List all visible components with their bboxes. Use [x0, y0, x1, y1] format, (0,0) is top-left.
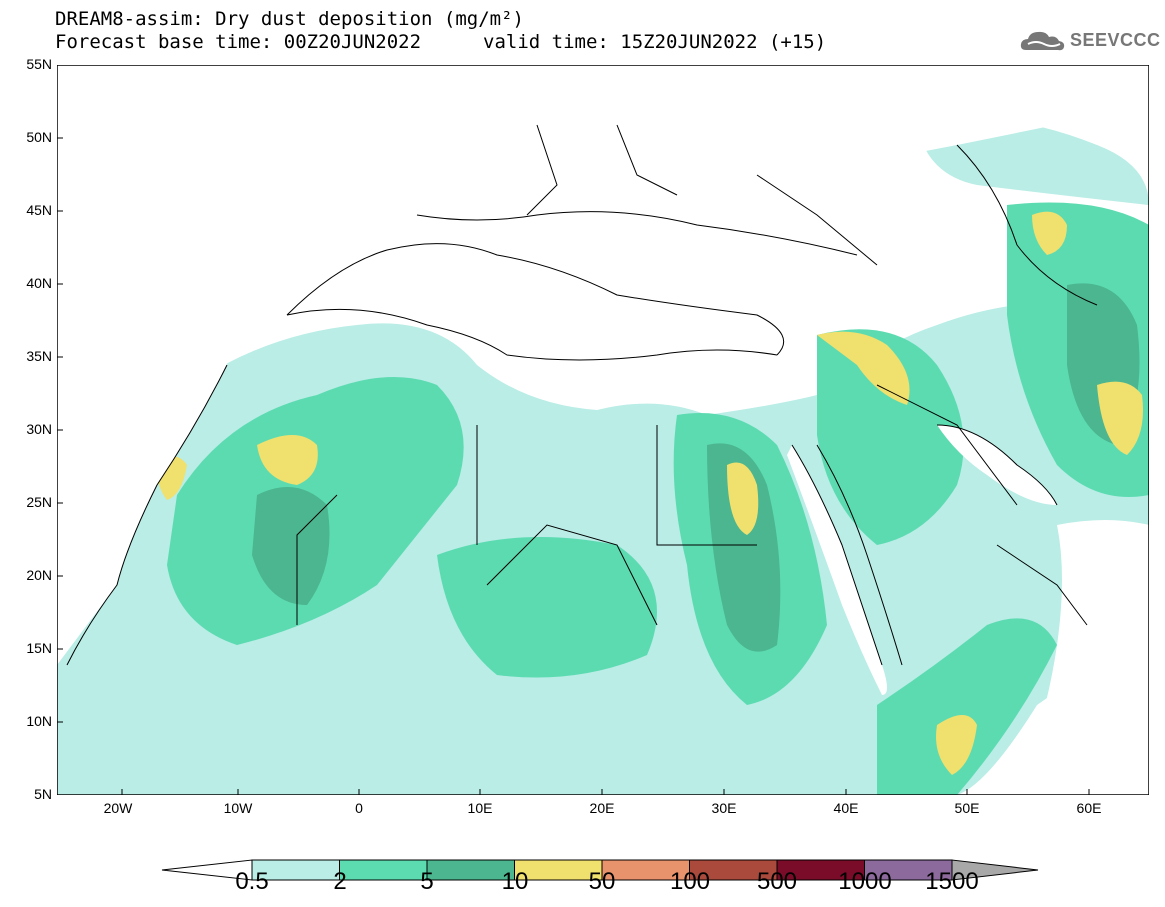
- arabian-sea: [1017, 520, 1149, 795]
- lat-label: 35N: [26, 348, 52, 364]
- deposition-region-very-high-6: [1032, 211, 1067, 255]
- deposition-region-high-egypt: [707, 443, 781, 652]
- lon-label: 30E: [711, 800, 737, 816]
- lat-label: 5N: [34, 786, 52, 802]
- lon-label: 0: [355, 800, 363, 816]
- seevccc-logo: SEEVCCC: [1018, 26, 1161, 56]
- deposition-region-medium-central: [437, 537, 657, 678]
- atlantic-ocean: [57, 65, 277, 665]
- mediterranean-sea: [287, 243, 784, 360]
- lon-label: 50E: [954, 800, 980, 816]
- legend-label: 10: [501, 868, 529, 895]
- lat-label: 25N: [26, 494, 52, 510]
- lat-label: 45N: [26, 202, 52, 218]
- lat-label: 30N: [26, 421, 52, 437]
- lon-label: 20W: [103, 800, 133, 816]
- lat-label: 10N: [26, 713, 52, 729]
- logo-text: SEEVCCC: [1070, 30, 1161, 50]
- lat-label: 50N: [26, 129, 52, 145]
- lat-label: 15N: [26, 640, 52, 656]
- deposition-region-very-high-4: [1097, 381, 1143, 455]
- forecast-base-time: Forecast base time: 00Z20JUN2022: [55, 31, 422, 53]
- map-title: DREAM8-assim: Dry dust deposition (mg/m²…: [55, 8, 524, 30]
- legend-colorbar: [161, 859, 1039, 881]
- map-ticks: [57, 65, 1090, 795]
- legend-label: 5: [420, 868, 434, 895]
- legend-label: 0.5: [235, 868, 269, 895]
- cloud-logo-icon: [1020, 31, 1065, 51]
- deposition-region-medium-horn: [877, 618, 1057, 795]
- lon-label: 60E: [1076, 800, 1102, 816]
- deposition-region-very-high-5: [936, 715, 977, 775]
- deposition-region-very-high-2: [727, 462, 759, 535]
- red-sea: [787, 445, 887, 695]
- legend-label: 100: [669, 868, 711, 895]
- north-land: [287, 65, 1149, 215]
- lat-label: 20N: [26, 567, 52, 583]
- legend-label: 1500: [925, 868, 979, 895]
- legend-swatch-above: [951, 859, 1039, 881]
- deposition-region-very-high-1: [257, 435, 318, 485]
- lat-label: 55N: [26, 56, 52, 72]
- deposition-region-medium-arabia: [817, 329, 964, 545]
- lon-label: 10W: [223, 800, 253, 816]
- legend-label: 500: [756, 868, 798, 895]
- lon-label: 20E: [589, 800, 615, 816]
- persian-gulf: [937, 425, 1057, 505]
- lon-label: 10E: [467, 800, 493, 816]
- dust-deposition-map: [57, 65, 1149, 795]
- country-borders: [66, 124, 1098, 666]
- legend-label: 2: [333, 868, 347, 895]
- lon-label: 40E: [833, 800, 859, 816]
- legend-label: 1000: [838, 868, 892, 895]
- lat-label: 40N: [26, 275, 52, 291]
- valid-time: valid time: 15Z20JUN2022 (+15): [483, 31, 827, 53]
- legend-label: 50: [588, 868, 616, 895]
- deposition-region-high-west: [252, 487, 330, 605]
- deposition-region-very-high-3: [817, 331, 910, 405]
